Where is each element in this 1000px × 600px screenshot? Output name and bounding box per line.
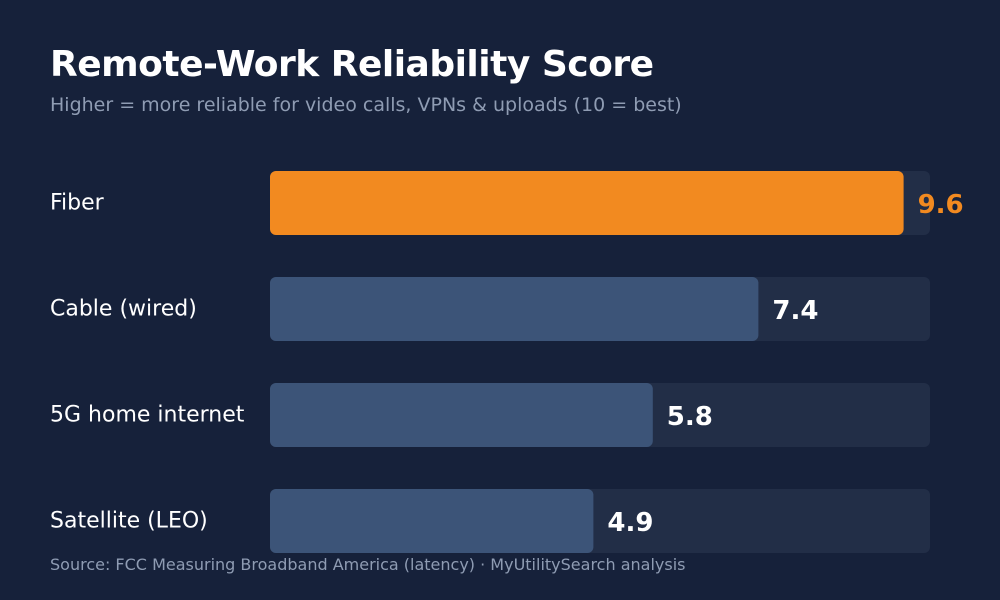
source-note: Source: FCC Measuring Broadband America …	[50, 555, 686, 574]
bar-row: Cable (wired) 7.4	[50, 277, 930, 341]
value-label: 5.8	[667, 402, 713, 432]
category-label: Fiber	[50, 191, 105, 216]
bar	[270, 171, 904, 235]
bar	[270, 489, 594, 553]
value-label: 7.4	[772, 296, 818, 326]
bar	[270, 383, 653, 447]
value-label: 9.6	[918, 190, 964, 220]
chart-title: Remote-Work Reliability Score	[50, 44, 654, 85]
category-label: Cable (wired)	[50, 297, 197, 322]
bar-row: Fiber 9.6	[50, 171, 964, 235]
chart-subtitle: Higher = more reliable for video calls, …	[50, 94, 682, 116]
bar-row: Satellite (LEO) 4.9	[50, 489, 930, 553]
category-label: 5G home internet	[50, 403, 245, 428]
bar	[270, 277, 759, 341]
bar-row: 5G home internet 5.8	[50, 383, 930, 447]
category-label: Satellite (LEO)	[50, 509, 208, 534]
value-label: 4.9	[607, 508, 653, 538]
